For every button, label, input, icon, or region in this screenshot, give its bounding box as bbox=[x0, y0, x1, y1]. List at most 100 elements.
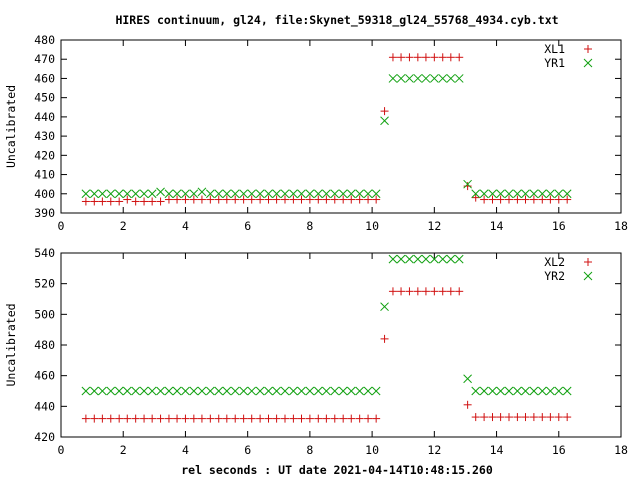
data-point bbox=[405, 53, 414, 62]
data-point bbox=[396, 74, 406, 83]
data-point bbox=[189, 386, 199, 396]
data-point bbox=[140, 414, 149, 423]
data-point bbox=[397, 287, 406, 296]
data-point bbox=[313, 189, 323, 199]
upper-plot-panel: 0 2 4 6 8 10 12 14 16 18 390 400 410 420 430 440 450 460 4… bbox=[4, 33, 628, 233]
data-point bbox=[197, 386, 207, 396]
x-tick-label: 6 bbox=[244, 443, 251, 457]
data-point bbox=[272, 414, 281, 423]
data-point bbox=[247, 189, 257, 199]
series-xl1 bbox=[81, 53, 572, 206]
data-point bbox=[371, 189, 381, 199]
data-point bbox=[421, 53, 430, 62]
data-point bbox=[330, 414, 339, 423]
x-tick-label: 10 bbox=[365, 443, 379, 457]
data-point bbox=[81, 414, 90, 423]
figure-title: HIRES continuum, gl24, file:Skynet_59318… bbox=[115, 13, 558, 28]
data-point bbox=[81, 197, 90, 206]
data-point bbox=[114, 189, 124, 199]
data-point bbox=[230, 386, 240, 396]
plot-frame bbox=[60, 39, 622, 214]
data-point bbox=[297, 386, 306, 396]
data-point bbox=[454, 74, 464, 83]
data-point bbox=[106, 189, 116, 199]
data-point bbox=[189, 189, 199, 199]
y-tick-label: 460 bbox=[34, 71, 55, 85]
data-point bbox=[346, 189, 356, 199]
data-point bbox=[471, 413, 480, 422]
series-xl2 bbox=[81, 287, 572, 423]
y-tick-label: 470 bbox=[34, 52, 55, 66]
data-point bbox=[421, 254, 431, 264]
data-point bbox=[289, 414, 298, 423]
legend-marker bbox=[583, 271, 593, 281]
data-point bbox=[297, 414, 306, 423]
data-point bbox=[554, 189, 564, 199]
data-point bbox=[364, 195, 373, 204]
data-point bbox=[131, 197, 140, 206]
data-point bbox=[90, 414, 99, 423]
data-point bbox=[529, 413, 538, 422]
data-point bbox=[122, 189, 132, 199]
plot-frame bbox=[60, 252, 622, 438]
legend-marker bbox=[584, 258, 592, 266]
data-point bbox=[305, 414, 314, 423]
data-point bbox=[222, 386, 232, 396]
data-point bbox=[438, 254, 448, 264]
data-point bbox=[197, 187, 207, 197]
data-point bbox=[106, 386, 116, 396]
x-tick-label: 8 bbox=[306, 443, 313, 457]
data-point bbox=[281, 414, 289, 423]
data-point bbox=[537, 189, 547, 199]
data-point bbox=[222, 414, 231, 423]
y-tick-label: 420 bbox=[34, 430, 55, 444]
y-tick-label: 390 bbox=[34, 206, 55, 220]
data-point bbox=[339, 195, 348, 204]
data-point bbox=[421, 287, 430, 296]
data-point bbox=[372, 414, 381, 423]
data-point bbox=[397, 53, 406, 62]
data-point bbox=[380, 302, 389, 312]
y-tick-label: 440 bbox=[34, 110, 55, 124]
data-point bbox=[181, 195, 190, 204]
data-point bbox=[529, 195, 538, 204]
y-tick-label: 410 bbox=[34, 168, 55, 182]
y-tick-label: 500 bbox=[34, 307, 55, 321]
data-point bbox=[438, 53, 447, 62]
data-point bbox=[471, 189, 481, 199]
data-point bbox=[554, 386, 564, 396]
data-point bbox=[355, 189, 365, 199]
data-point bbox=[455, 287, 464, 296]
data-point bbox=[479, 189, 489, 199]
data-point bbox=[264, 386, 273, 396]
data-point bbox=[181, 386, 190, 396]
data-point bbox=[480, 413, 489, 422]
data-point bbox=[98, 189, 107, 199]
data-point bbox=[164, 189, 174, 199]
data-point bbox=[106, 414, 115, 423]
data-point bbox=[338, 189, 348, 199]
data-point bbox=[505, 413, 513, 422]
data-point bbox=[247, 195, 256, 204]
data-point bbox=[513, 189, 522, 199]
y-tick-label: 480 bbox=[34, 338, 55, 352]
data-point bbox=[546, 413, 555, 422]
data-point bbox=[272, 195, 281, 204]
data-point bbox=[496, 189, 505, 199]
data-point bbox=[538, 413, 547, 422]
data-point bbox=[255, 189, 265, 199]
data-point bbox=[521, 413, 530, 422]
data-point bbox=[122, 386, 132, 396]
series-yr2 bbox=[81, 254, 572, 396]
data-point bbox=[189, 195, 198, 204]
data-point bbox=[206, 195, 215, 204]
data-point bbox=[363, 189, 373, 199]
data-point bbox=[247, 414, 256, 423]
data-point bbox=[239, 189, 248, 199]
data-point bbox=[338, 386, 348, 396]
data-point bbox=[529, 386, 539, 396]
data-point bbox=[281, 195, 289, 204]
data-point bbox=[256, 414, 265, 423]
data-point bbox=[164, 386, 174, 396]
x-tick-label: 12 bbox=[427, 443, 441, 457]
